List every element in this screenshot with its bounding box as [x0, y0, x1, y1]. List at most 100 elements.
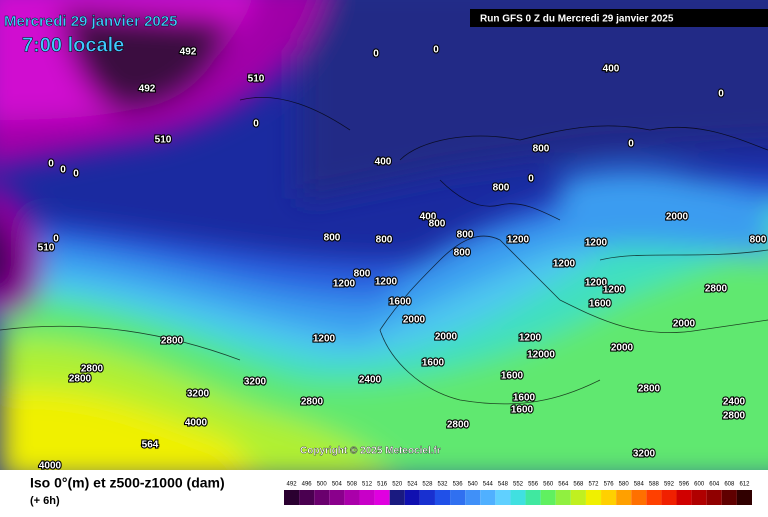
contour-label: 2000 [611, 343, 634, 354]
contour-label: 0 [373, 49, 379, 60]
contour-label: 2800 [447, 420, 470, 431]
scale-label: 516 [377, 482, 388, 488]
contour-label: 400 [375, 157, 392, 168]
contour-label: 564 [142, 440, 159, 451]
scale-label: 492 [287, 482, 298, 488]
scale-swatch [299, 490, 315, 505]
scale-label: 536 [453, 482, 464, 488]
scale-label: 512 [362, 482, 373, 488]
contour-label: 1600 [389, 297, 412, 308]
date-title: Mercredi 29 janvier 2025 [4, 13, 177, 30]
contour-label: 2000 [435, 332, 458, 343]
scale-label: 500 [317, 482, 328, 488]
scale-label: 544 [483, 482, 494, 488]
contour-label: 800 [429, 219, 446, 230]
contour-label: 1200 [585, 278, 608, 289]
contour-label: 510 [248, 74, 265, 85]
contour-label: 2800 [301, 397, 324, 408]
scale-swatch [585, 490, 602, 505]
contour-label: 2000 [673, 319, 696, 330]
scale-label: 608 [724, 482, 735, 488]
legend-step: (+ 6h) [30, 495, 60, 507]
contour-label: 3200 [187, 389, 210, 400]
scale-label: 580 [619, 482, 630, 488]
scale-label: 584 [634, 482, 645, 488]
scale-swatch [631, 490, 647, 505]
contour-label: 2800 [705, 284, 728, 295]
scale-label: 524 [407, 482, 418, 488]
scale-label: 564 [558, 482, 569, 488]
scale-swatch [736, 490, 752, 505]
contour-label: 3200 [633, 449, 656, 460]
contour-label: 1200 [375, 277, 398, 288]
contour-label: 400 [420, 212, 437, 223]
coastlines [0, 96, 768, 405]
scale-swatch [646, 490, 662, 505]
scale-swatch [284, 490, 300, 505]
contour-label: 2800 [723, 411, 746, 422]
scale-swatch [691, 490, 707, 505]
scale-label: 604 [709, 482, 720, 488]
contour-label: 0 [628, 139, 634, 150]
scale-swatch [434, 490, 451, 505]
scale-label: 508 [347, 482, 358, 488]
contour-label: 2400 [359, 375, 382, 386]
contour-label: 2000 [403, 315, 426, 326]
contour-label: 2400 [723, 397, 746, 408]
contour-label: 800 [533, 144, 550, 155]
contour-label: 510 [155, 135, 172, 146]
scale-label: 576 [604, 482, 615, 488]
run-box [470, 9, 768, 27]
contour-label: 2000 [666, 212, 689, 223]
contour-label: 0 [253, 119, 259, 130]
scale-swatch [540, 490, 556, 505]
contour-label: 0 [48, 159, 54, 170]
contour-label: 800 [750, 235, 767, 246]
copyright: Copyright © 2025 Meteociel.fr [300, 446, 441, 457]
scale-swatch [389, 490, 405, 505]
scale-label: 556 [528, 482, 539, 488]
scale-swatch [465, 490, 481, 505]
contour-label: 492 [139, 84, 156, 95]
scale-swatch [661, 490, 677, 505]
contour-label: 0 [433, 45, 439, 56]
scale-swatch [495, 490, 511, 505]
time-title: 7:00 locale [22, 34, 124, 56]
scale-swatch [329, 490, 345, 505]
scale-label: 520 [392, 482, 403, 488]
scale-swatch [555, 490, 571, 505]
scale-label: 572 [588, 482, 599, 488]
contour-label: 800 [354, 269, 371, 280]
contour-label: 2800 [81, 364, 104, 375]
contour-label: 1200 [585, 238, 608, 249]
scale-label: 552 [513, 482, 524, 488]
scale-swatch [570, 490, 586, 505]
scale-swatch [374, 490, 390, 505]
scale-label: 504 [332, 482, 343, 488]
contour-label: 2800 [69, 374, 92, 385]
contour-label: 4000 [185, 418, 208, 429]
contour-label: 1600 [513, 393, 536, 404]
scale-label: 612 [739, 482, 750, 488]
contour-label: 510 [38, 243, 55, 254]
contour-label: 400 [603, 64, 620, 75]
scale-swatch [419, 490, 435, 505]
contour-label: 1600 [422, 358, 445, 369]
color-scale: 492 496 500 504 508 512 516 520 524 528 532 536 540 5… [284, 482, 752, 505]
scale-swatch [359, 490, 375, 505]
contour-label: 800 [376, 235, 393, 246]
scale-swatch [525, 490, 541, 505]
contour-label: 800 [324, 233, 341, 244]
contour-label: 1200 [333, 279, 356, 290]
contour-label: 0 [53, 234, 59, 245]
scale-label: 496 [302, 482, 313, 488]
legend-title: Iso 0°(m) et z500-z1000 (dam) [30, 475, 225, 491]
scale-swatch [721, 490, 737, 505]
scale-label: 588 [649, 482, 660, 488]
scale-swatch [450, 490, 466, 505]
run-label: Run GFS 0 Z du Mercredi 29 janvier 2025 [480, 14, 674, 25]
scale-label: 548 [498, 482, 509, 488]
contour-label: 1200 [519, 333, 542, 344]
contour-label: 2800 [161, 336, 184, 347]
